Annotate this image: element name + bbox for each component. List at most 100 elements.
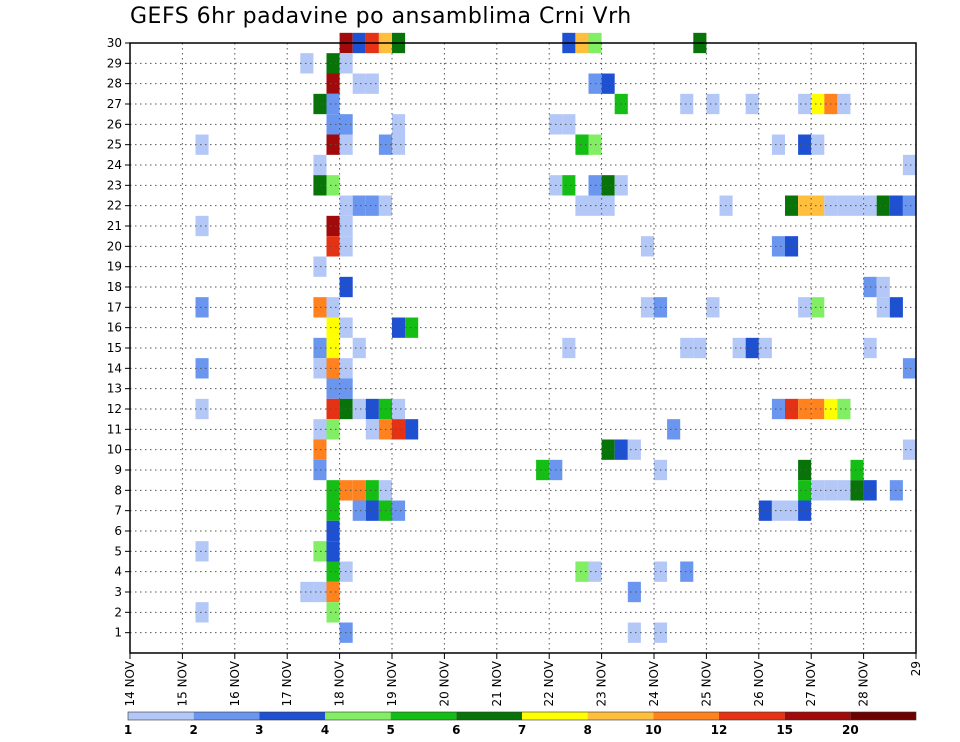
y-tick-label: 27 — [107, 97, 122, 111]
y-tick-label: 20 — [107, 239, 122, 253]
precip-cell — [680, 93, 694, 115]
precip-cell — [352, 195, 366, 216]
precip-cell — [326, 215, 340, 237]
precip-cell — [392, 317, 406, 338]
precip-cell — [326, 114, 340, 135]
precip-cell — [876, 195, 890, 216]
y-tick-label: 4 — [114, 565, 122, 579]
colorbar-label: 7 — [518, 723, 526, 737]
precip-cell — [300, 53, 314, 74]
y-tick-label: 1 — [114, 626, 122, 640]
x-tick-label: 27 NOV — [804, 660, 818, 706]
precip-cell — [562, 175, 576, 196]
precip-cell — [785, 195, 799, 216]
colorbar-frame — [127, 711, 917, 721]
precip-cell — [352, 480, 366, 501]
precip-cell — [798, 500, 812, 521]
precip-cell — [771, 236, 785, 257]
x-tick-label: 16 NOV — [228, 660, 242, 706]
precip-cell — [798, 297, 812, 318]
precip-cell — [352, 398, 366, 420]
precip-cell — [771, 500, 785, 521]
precip-cell — [693, 337, 707, 359]
precip-cell — [365, 73, 379, 94]
precip-cell — [313, 358, 327, 379]
y-tick-label: 11 — [107, 422, 122, 436]
precip-cell — [326, 419, 340, 440]
precip-cell — [876, 276, 890, 298]
x-tick-label: 25 NOV — [699, 660, 713, 706]
y-tick-label: 12 — [107, 402, 122, 416]
precip-cell — [405, 419, 419, 440]
precip-cell — [313, 459, 327, 481]
precip-cell — [392, 419, 406, 440]
precip-cell — [798, 459, 812, 481]
precip-cell — [313, 154, 327, 176]
precip-cell — [195, 297, 209, 318]
x-tick-label: 19 NOV — [385, 660, 399, 706]
precip-cell — [850, 195, 864, 216]
y-tick-label: 6 — [114, 524, 122, 538]
y-tick-label: 24 — [107, 158, 122, 172]
precip-cell — [798, 195, 812, 216]
y-tick-label: 30 — [107, 36, 122, 50]
precip-cell — [313, 337, 327, 359]
colorbar-swatch — [587, 712, 654, 720]
precip-cell — [811, 134, 825, 155]
precip-cell — [352, 337, 366, 359]
x-tick-label: 29 — [909, 661, 923, 676]
precip-cell — [313, 419, 327, 440]
precip-cell — [326, 236, 340, 257]
precip-cell — [745, 93, 759, 115]
y-tick-label: 3 — [114, 585, 122, 599]
colorbar-label: 3 — [255, 723, 263, 737]
precip-cell — [837, 398, 851, 420]
x-tick-label: 18 NOV — [333, 660, 347, 706]
precip-cell — [811, 297, 825, 318]
precip-cell — [326, 337, 340, 359]
precip-cell — [326, 297, 340, 318]
colorbar-label: 6 — [452, 723, 460, 737]
y-tick-label: 18 — [107, 280, 122, 294]
colorbar-swatch — [325, 712, 391, 720]
x-tick-label: 17 NOV — [280, 660, 294, 706]
colorbar-label: 10 — [645, 723, 662, 737]
precip-cell — [811, 93, 825, 115]
precip-cell — [195, 398, 209, 420]
colorbar-swatch — [259, 712, 325, 720]
precip-cell — [392, 134, 406, 155]
precip-cell — [680, 337, 694, 359]
chart-title: GEFS 6hr padavine po ansamblima Crni Vrh — [130, 4, 632, 29]
precip-cell — [313, 297, 327, 318]
precip-cell — [706, 297, 720, 318]
precip-cell — [706, 93, 720, 115]
precip-cell — [365, 398, 379, 420]
precip-cell — [326, 175, 340, 196]
y-tick-label: 21 — [107, 219, 122, 233]
y-tick-label: 28 — [107, 77, 122, 91]
precip-cell — [876, 297, 890, 318]
precip-cell — [798, 93, 812, 115]
colorbar-swatch — [456, 712, 522, 720]
precip-cell — [326, 602, 340, 623]
precip-cell — [326, 541, 340, 562]
y-tick-label: 9 — [114, 463, 122, 477]
colorbar-label: 1 — [124, 723, 132, 737]
precip-cell — [811, 195, 825, 216]
precip-cell — [640, 236, 654, 257]
precip-cell — [326, 480, 340, 501]
precip-cell — [785, 500, 799, 521]
precip-cell — [352, 500, 366, 521]
precip-cell — [798, 480, 812, 501]
y-tick-label: 26 — [107, 117, 122, 131]
precip-cell — [392, 500, 406, 521]
precip-cell — [326, 93, 340, 115]
precip-cell — [195, 358, 209, 379]
x-tick-label: 23 NOV — [595, 660, 609, 706]
precip-cell — [575, 134, 589, 155]
x-tick-label: 15 NOV — [175, 660, 189, 706]
colorbar-swatch — [522, 712, 588, 720]
precip-cell — [601, 195, 615, 216]
precip-cell — [326, 500, 340, 521]
precip-cell — [326, 358, 340, 379]
